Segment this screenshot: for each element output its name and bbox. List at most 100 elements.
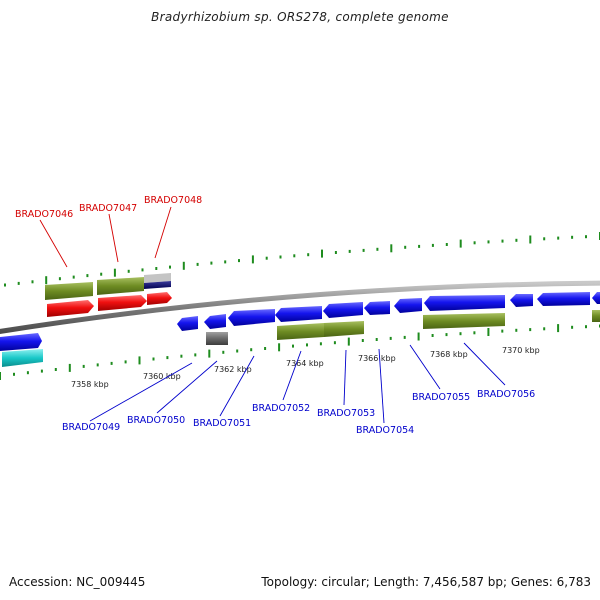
minor-tick [501,239,504,243]
major-tick [321,249,323,258]
minor-tick [127,269,130,273]
minor-tick [40,369,43,373]
minor-tick [473,331,476,335]
cds-arrow [98,295,147,311]
minor-tick [236,349,239,353]
minor-tick [389,336,392,340]
cds-arrow [510,294,533,307]
minor-tick [124,360,127,364]
minor-tick [169,265,171,269]
upper-feature-track [45,273,172,317]
minor-tick [571,325,574,329]
pseudogene-block [206,332,228,345]
minor-tick [86,274,89,278]
gene-label-brado7048[interactable]: BRADO7048 [144,195,202,206]
cds-arrow [364,301,390,315]
cds-arrow [592,292,600,304]
gene-label-brado7050[interactable]: BRADO7050 [127,415,185,426]
gene-label-brado7055[interactable]: BRADO7055 [412,392,470,403]
major-tick [68,363,71,372]
minor-tick [515,238,518,242]
gene-label-brado7046[interactable]: BRADO7046 [15,209,73,220]
minor-tick [100,272,103,276]
minor-tick [96,363,99,367]
scale-label: 7370 kbp [502,346,540,355]
minor-tick [473,241,476,245]
leader-line [154,206,172,259]
upper-gene-labels: BRADO7046 BRADO7047 BRADO7048 [15,195,202,220]
gene-label-brado7051[interactable]: BRADO7051 [193,418,251,429]
minor-tick [13,372,15,376]
cds-arrow [275,306,322,322]
minor-tick [403,335,406,339]
minor-tick [431,243,434,247]
minor-tick [224,260,227,264]
minor-tick [529,328,532,332]
annotation-bar [144,273,171,283]
minor-tick [17,281,20,285]
major-tick [347,337,350,346]
gene-label-brado7049[interactable]: BRADO7049 [62,422,120,433]
minor-tick [238,259,240,263]
minor-tick [515,328,518,332]
minor-tick [361,339,364,342]
minor-tick [250,348,253,352]
leader-line [282,350,302,401]
scale-label: 7362 kbp [214,365,252,374]
cds-arrow [323,302,363,318]
minor-tick [557,236,560,240]
gene-label-brado7053[interactable]: BRADO7053 [317,408,375,419]
genome-stats-text: Topology: circular; Length: 7,456,587 bp… [261,575,591,589]
accession-text: Accession: NC_009445 [9,575,146,589]
leader-line [409,344,441,390]
minor-tick [543,237,546,241]
major-tick [251,255,254,264]
cds-arrow [228,309,275,326]
gene-label-brado7052[interactable]: BRADO7052 [252,403,310,414]
minor-tick [279,255,282,259]
annotation-bar [592,310,600,322]
major-tick [182,261,185,270]
minor-tick [376,247,379,251]
minor-tick [141,268,144,272]
minor-tick [348,249,351,253]
leader-line [219,355,255,417]
minor-tick [306,343,308,347]
minor-tick [265,256,268,260]
lower-feature-track [0,292,600,367]
annotation-bar [2,349,43,367]
annotation-bar [45,282,93,300]
minor-tick [196,262,199,266]
minor-tick [155,267,158,270]
annotation-bar [144,281,171,289]
minor-tick [571,235,574,239]
gene-label-brado7056[interactable]: BRADO7056 [477,389,535,400]
scale-label: 7360 kbp [143,372,181,381]
major-tick [390,244,393,253]
lower-leader-lines [89,342,506,424]
scale-label: 7366 kbp [358,354,396,363]
cds-arrow [47,300,94,317]
cds-arrow [537,292,590,306]
major-tick [208,349,211,358]
lower-gene-labels: BRADO7049 BRADO7050 BRADO7051 BRADO7052 … [62,389,535,436]
minor-tick [307,253,310,257]
leader-line [463,342,506,386]
cds-arrow [424,295,505,311]
minor-tick [445,333,448,337]
leader-line [156,360,218,414]
minor-tick [459,332,462,336]
annotation-bar [97,277,144,295]
minor-tick [82,364,85,368]
major-tick [278,343,281,352]
genome-backbone [0,280,600,334]
minor-tick [431,334,434,337]
gene-label-brado7054[interactable]: BRADO7054 [356,425,414,436]
minor-tick [585,235,587,239]
major-tick [557,324,560,333]
minor-tick [293,254,296,258]
major-tick [45,276,48,285]
minor-tick [54,368,57,371]
gene-label-brado7047[interactable]: BRADO7047 [79,203,137,214]
